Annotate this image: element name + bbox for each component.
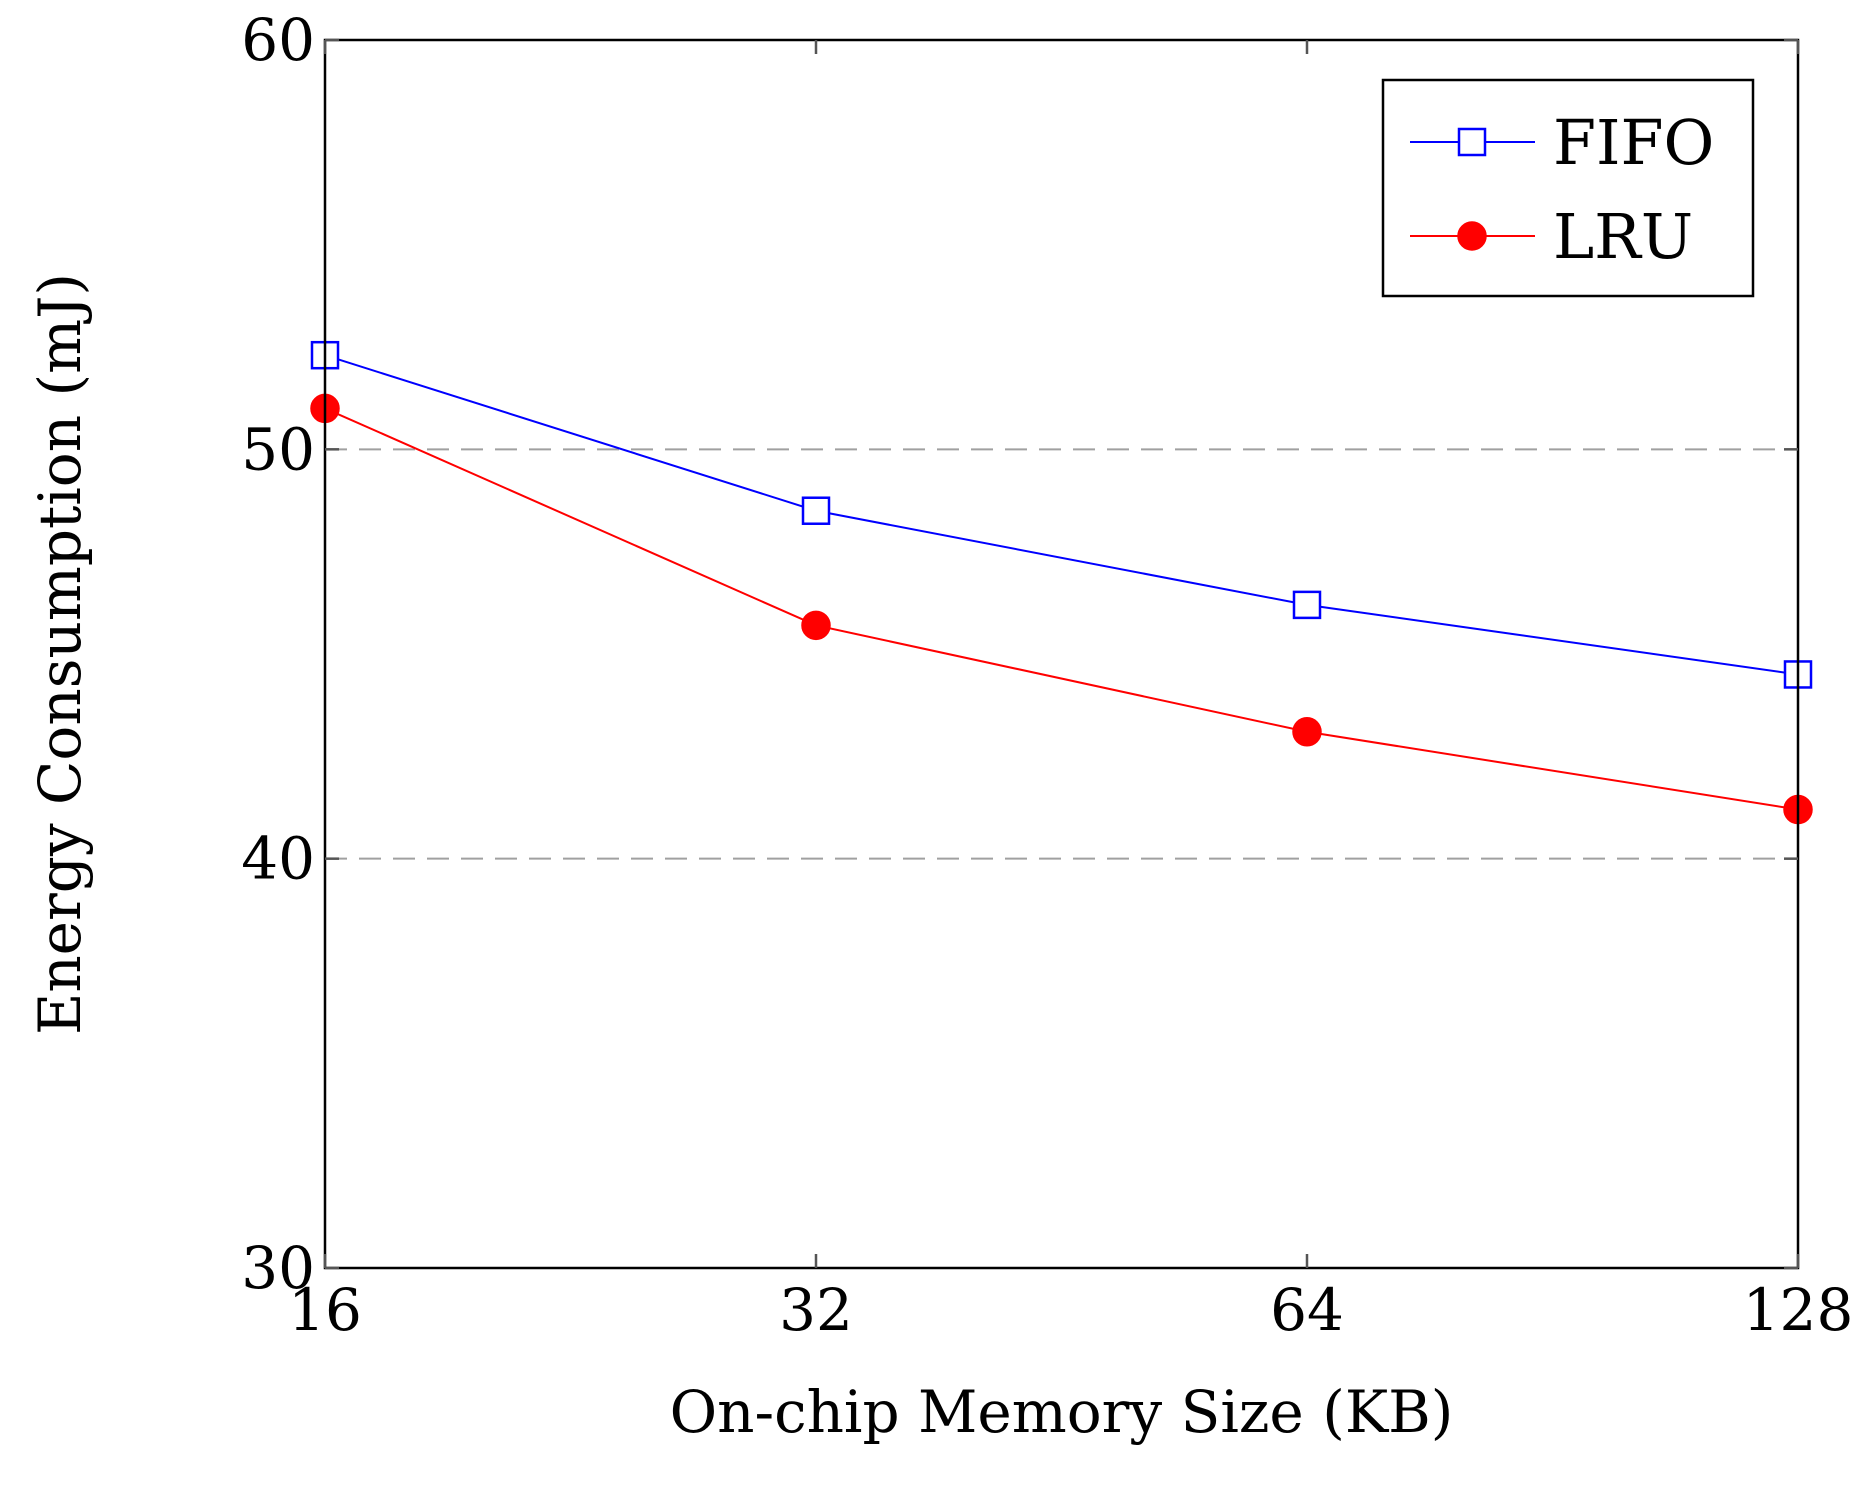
x-tick-label-64: 64 [1270,1276,1344,1344]
x-tick-label-32: 32 [779,1276,853,1344]
legend: FIFO LRU [1381,78,1755,298]
legend-item-fifo: FIFO [1410,106,1714,179]
data-point-lru-64 [1292,717,1322,747]
x-tick-label-128: 128 [1743,1276,1854,1344]
legend-marker-lru [1457,221,1487,251]
series-layer [310,340,1813,825]
series-line-lru [324,407,1799,811]
y-tick-label-60: 60 [241,6,315,74]
data-point-lru-32 [801,610,831,641]
grid-layer [325,448,1798,860]
series-lru [310,393,1813,825]
data-point-fifo-64 [1292,590,1322,620]
series-line-fifo [324,354,1799,676]
legend-box [1381,78,1755,298]
x-tick-label-16: 16 [288,1276,362,1344]
x-axis-title: On-chip Memory Size (KB) [670,1378,1454,1446]
data-point-fifo-32 [801,496,831,525]
legend-item-lru: LRU [1410,200,1693,273]
legend-label-fifo: FIFO [1553,106,1714,179]
legend-marker-fifo [1457,127,1487,157]
y-tick-label-40: 40 [241,825,315,893]
plot-area-frame [323,38,1800,1270]
y-axis-title: Energy Consumption (mJ) [26,273,94,1035]
series-fifo [310,340,1813,689]
y-tick-label-50: 50 [241,415,315,483]
legend-label-lru: LRU [1553,200,1693,273]
y-tick-label-30: 30 [241,1234,315,1302]
legend-items: FIFO LRU [1410,106,1714,273]
tick-layer: 30 40 50 60 16 32 64 128 [241,6,1853,1344]
